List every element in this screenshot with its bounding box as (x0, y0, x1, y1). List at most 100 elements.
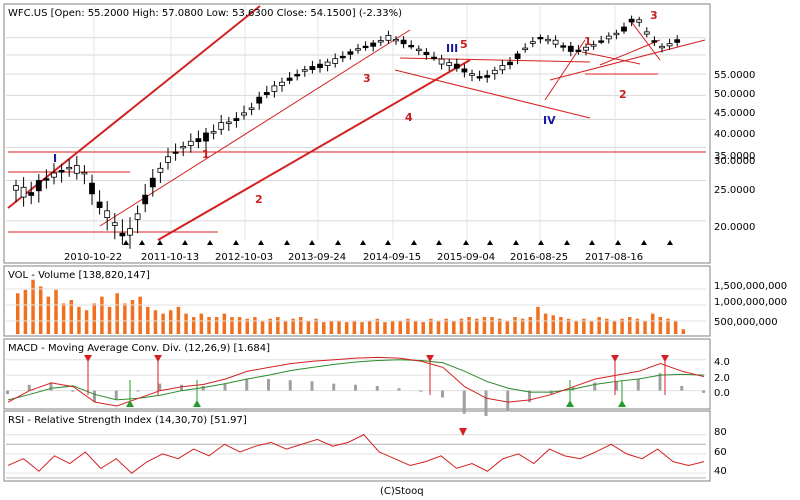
volume-bar (383, 322, 387, 334)
candle-body (408, 44, 415, 48)
candle-body (332, 58, 339, 64)
macd-histogram-bar (375, 385, 379, 391)
candle-body (43, 178, 50, 181)
candle-body (522, 47, 529, 50)
candle-body (469, 73, 475, 76)
macd-histogram-bar (49, 382, 53, 391)
candle-body (309, 66, 316, 71)
volume-bar (513, 317, 517, 334)
volume-bar (138, 296, 142, 334)
price-grid (6, 6, 706, 240)
candle-body (317, 63, 323, 69)
macd-histogram-bar (114, 390, 118, 400)
volume-bar (628, 317, 632, 334)
candle-body (233, 118, 240, 121)
trend-line (581, 51, 641, 65)
candle-body (127, 228, 133, 236)
volume-bar (490, 317, 494, 334)
signal-triangle (360, 240, 366, 245)
trend-line (549, 39, 706, 81)
macd-histogram-bar (528, 390, 531, 403)
volume-bar (176, 306, 181, 334)
wave-label: 3 (363, 72, 371, 85)
volume-bar (146, 306, 150, 334)
candle-body (628, 18, 635, 23)
price-y-tick: 45.0000 (714, 108, 755, 119)
volume-bar (100, 296, 104, 334)
candle-body (149, 177, 156, 188)
macd-histogram-bar (702, 390, 705, 393)
price-y-tick: 55.0000 (714, 70, 755, 81)
trend-line (394, 69, 591, 119)
volume-bar (612, 320, 617, 334)
macd-histogram-bar (658, 373, 662, 391)
volume-header: VOL - Volume [138,820,147] (8, 270, 150, 281)
volume-bar (130, 300, 135, 334)
signal-triangle (139, 240, 145, 245)
volume-bar (337, 320, 341, 334)
candle-body (400, 39, 407, 45)
signal-triangle (207, 240, 213, 245)
candle-body (446, 62, 453, 66)
candle-body (643, 31, 650, 35)
volume-bar (77, 306, 81, 334)
volume-bar (650, 313, 655, 334)
wave-label: 2 (255, 193, 263, 206)
signal-triangle (615, 240, 621, 245)
signal-triangle (487, 240, 493, 245)
volume-bar (582, 318, 586, 334)
volume-bar (230, 317, 234, 334)
volume-bar (390, 320, 395, 334)
rsi-y-tick: 60 (714, 447, 727, 458)
candle-body (248, 107, 255, 110)
signal-triangle (123, 240, 129, 245)
candle-body (81, 172, 88, 175)
volume-bar (551, 315, 555, 334)
wave-labels: I 1 2 3 4 III 5 IV 1 2 3 (53, 9, 658, 206)
price-y-tick: 40.0000 (714, 129, 755, 140)
volume-bar (566, 318, 571, 334)
candle-body (347, 51, 354, 55)
wave-label: IV (543, 114, 556, 127)
candle-body (187, 140, 194, 146)
candle-body (279, 81, 285, 86)
candle-body (438, 58, 445, 65)
volume-bar (597, 317, 601, 334)
candle-body (605, 35, 612, 40)
candle-body (507, 61, 513, 66)
candle-body (377, 40, 384, 43)
volume-y-tick: 1,500,000,000 (714, 281, 787, 292)
candle-body (96, 201, 103, 208)
trend-line (99, 29, 411, 227)
volume-bar (398, 320, 402, 334)
candle-body (499, 65, 506, 71)
macd-histogram-bar (310, 381, 314, 391)
candle-body (256, 96, 263, 104)
volume-bar (299, 317, 303, 334)
volume-bar (605, 318, 609, 334)
candle-body (294, 74, 301, 77)
rsi-y-tick: 80 (714, 427, 727, 438)
volume-bar (375, 318, 380, 334)
volume-bar (673, 320, 678, 334)
trend-line (7, 5, 261, 209)
price-panel (3, 3, 711, 264)
macd-histogram-bar (484, 390, 488, 417)
candle-body (431, 56, 437, 60)
candle-body (385, 34, 392, 41)
volume-bar (329, 320, 334, 334)
price-x-tick: 2017-08-16 (585, 252, 643, 263)
volume-bar (344, 322, 349, 334)
signal-triangle (258, 240, 264, 245)
price-y-tick: 25.0000 (714, 185, 755, 196)
price-header: WFC.US [Open: 55.2000 High: 57.0800 Low:… (8, 8, 402, 19)
candle-body (370, 42, 377, 47)
macd-histogram-bar (506, 390, 510, 412)
volume-bar (429, 318, 433, 334)
signal-triangle (284, 240, 290, 245)
signal-triangle (436, 240, 442, 245)
candle-body (621, 26, 627, 32)
volume-bar (61, 303, 66, 334)
signal-triangle (335, 240, 341, 245)
